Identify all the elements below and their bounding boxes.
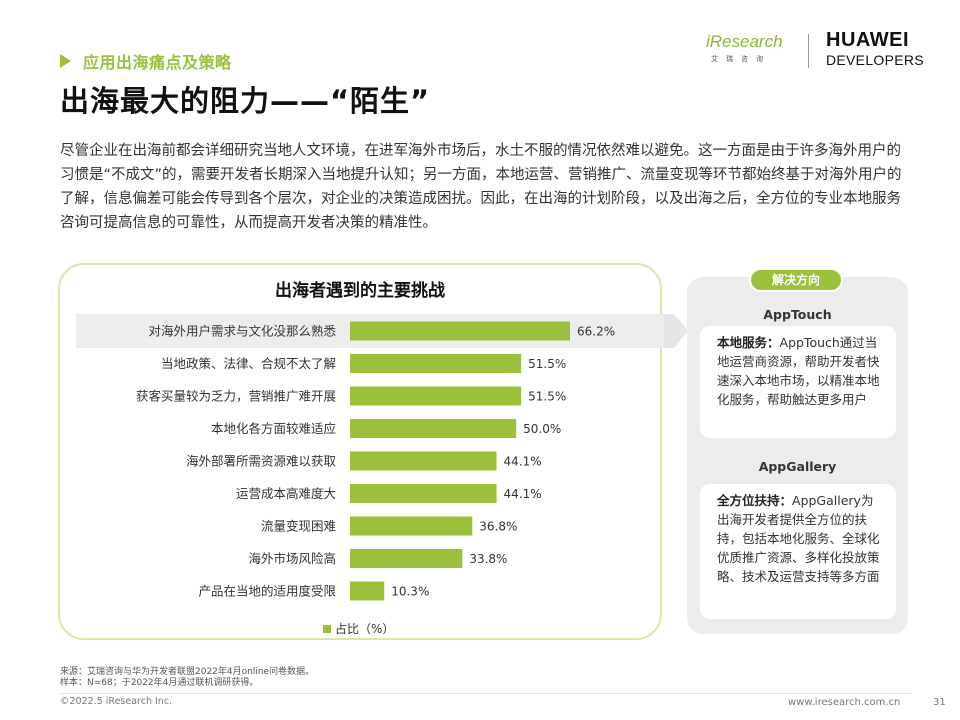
huawei-logo-line2: DEVELOPERS — [826, 52, 924, 68]
solution-lead: 全方位扶持： — [717, 493, 793, 508]
iresearch-logo: iResearch 艾瑞咨询 — [706, 32, 798, 72]
solution-name-apptouch: AppTouch — [763, 307, 832, 322]
section-tag: 应用出海痛点及策略 — [60, 49, 232, 73]
solution-text: AppTouch通过当地运营商资源，帮助开发者快速深入本地市场，以精准本地化服务… — [717, 335, 880, 407]
solutions-badge: 解决方向 — [749, 268, 843, 292]
huawei-developers-logo: HUAWEI DEVELOPERS — [826, 30, 924, 67]
chart-title: 出海者遇到的主要挑战 — [275, 281, 445, 301]
footnotes: 来源：艾瑞咨询与华为开发者联盟2022年4月online问卷数据。 样本：N=6… — [60, 667, 314, 689]
copyright: ©2022.5 iResearch Inc. — [60, 696, 173, 707]
chevron-right-icon — [664, 314, 688, 348]
legend-swatch — [323, 624, 331, 633]
page-title: 出海最大的阻力——“陌生” — [60, 84, 431, 118]
highlight-row — [76, 314, 670, 348]
chart-legend: 占比（%） — [323, 620, 394, 637]
solution-text: AppGallery为出海开发者提供全方位的扶持，包括本地化服务、全球化优质推广… — [717, 493, 880, 584]
page-number: 31 — [933, 697, 946, 708]
huawei-logo-line1: HUAWEI — [826, 29, 909, 51]
solution-name-appgallery: AppGallery — [758, 459, 837, 474]
iresearch-logo-subtext: 艾瑞咨询 — [711, 55, 771, 63]
source-note: 来源：艾瑞咨询与华为开发者联盟2022年4月online问卷数据。 — [60, 667, 315, 677]
play-triangle-icon — [60, 54, 71, 68]
footer-divider — [60, 693, 912, 694]
solution-box-apptouch: 本地服务：AppTouch通过当地运营商资源，帮助开发者快速深入本地市场，以精准… — [700, 326, 896, 438]
intro-paragraph: 尽管企业在出海前都会详细研究当地人文环境，在进军海外市场后，水土不服的情况依然难… — [60, 143, 902, 231]
solution-lead: 本地服务： — [717, 335, 780, 350]
website-link[interactable]: www.iresearch.com.cn — [788, 697, 901, 708]
legend-label: 占比（%） — [335, 622, 395, 636]
sample-note: 样本：N=68；于2022年4月通过联机调研获得。 — [60, 678, 259, 688]
section-label: 应用出海痛点及策略 — [83, 53, 232, 72]
logo-divider — [808, 34, 809, 68]
iresearch-logo-text: iResearch — [706, 32, 783, 51]
solution-box-appgallery: 全方位扶持：AppGallery为出海开发者提供全方位的扶持，包括本地化服务、全… — [700, 484, 896, 619]
